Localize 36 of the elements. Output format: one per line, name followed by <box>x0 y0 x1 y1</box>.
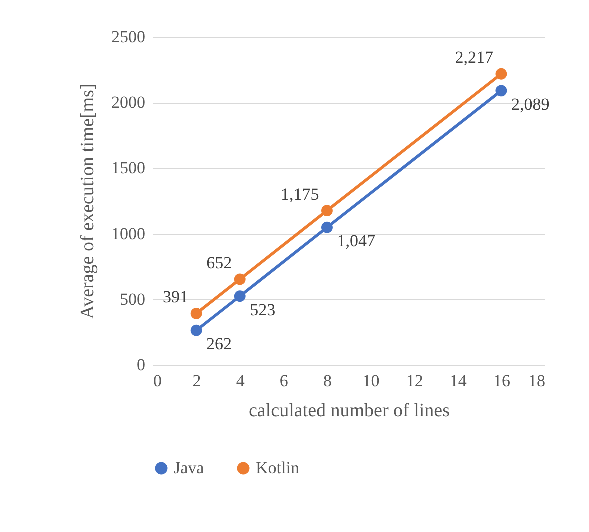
y-tick-label: 500 <box>120 290 146 309</box>
data-label: 391 <box>163 288 189 307</box>
point <box>496 68 508 80</box>
x-tick-label: 8 <box>323 372 332 390</box>
point <box>234 274 246 286</box>
x-tick-label: 2 <box>192 372 202 390</box>
y-tick-label: 1500 <box>112 158 146 178</box>
data-label: 523 <box>250 300 276 320</box>
x-tick-label: 16 <box>493 372 510 390</box>
data-label: 2,217 <box>455 48 494 68</box>
x-tick-label: 12 <box>406 372 424 390</box>
point <box>190 308 202 320</box>
x-tick-label: 10 <box>362 372 380 390</box>
x-tick-label: 18 <box>528 372 546 390</box>
legend-label: Kotlin <box>256 458 300 478</box>
y-tick-label: 2500 <box>112 28 146 46</box>
data-label: 652 <box>206 253 232 272</box>
y-tick-label: 2000 <box>112 93 146 112</box>
point <box>190 324 202 336</box>
x-tick-label: 14 <box>450 372 468 390</box>
point <box>496 85 508 97</box>
x-tick-label: 6 <box>280 372 288 390</box>
data-label: 1,047 <box>337 232 376 251</box>
data-label: 262 <box>206 334 232 354</box>
legend-label: Java <box>174 458 205 478</box>
x-axis-title: calculated number of lines <box>248 400 450 422</box>
y-tick-label: 0 <box>137 356 146 374</box>
point <box>322 205 333 217</box>
x-tick-label: 4 <box>236 372 246 390</box>
data-label: 1,175 <box>280 184 320 204</box>
data-label: 2,089 <box>511 94 550 114</box>
point <box>234 290 246 302</box>
point <box>322 222 333 234</box>
y-axis-title: Average of execution time[ms] <box>78 84 98 320</box>
y-tick-label: 1000 <box>112 224 146 244</box>
x-tick-label: 0 <box>154 372 162 390</box>
